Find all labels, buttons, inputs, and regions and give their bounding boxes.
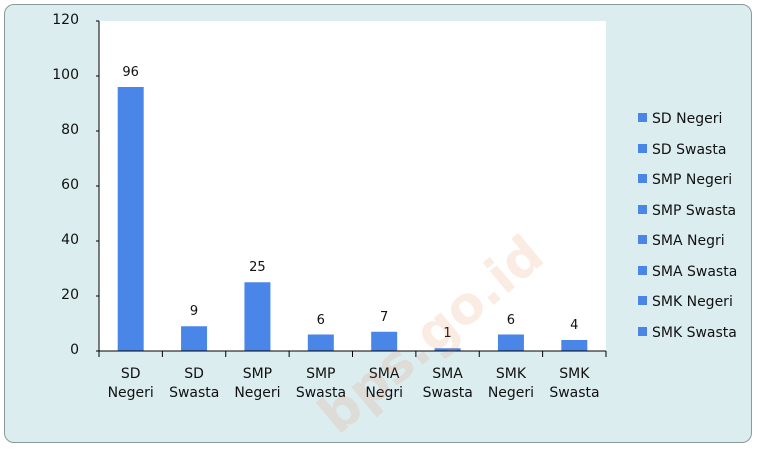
bar [244, 282, 271, 351]
legend-label: SD Negeri [652, 111, 723, 127]
legend-label: SMP Swasta [652, 202, 737, 219]
legend-label: SMP Negeri [652, 172, 733, 188]
legend-swatch [638, 113, 647, 122]
legend-label: SMA Negri [652, 233, 725, 249]
y-tick-label: 0 [70, 342, 79, 358]
bar [497, 334, 524, 351]
y-tick-label: 40 [61, 232, 79, 248]
bar [181, 326, 208, 351]
value-label: 25 [249, 260, 266, 276]
value-label: 6 [506, 312, 516, 328]
legend-swatch [638, 265, 647, 275]
y-tick-label: 100 [52, 67, 79, 83]
legend-entry: SD Swasta [638, 142, 726, 158]
legend-entry: SMK Negeri [638, 294, 733, 310]
legend-swatch [638, 143, 647, 153]
legend-entry: SMA Negri [638, 233, 725, 249]
bar [117, 87, 144, 351]
legend-label: SMK Negeri [652, 294, 733, 310]
legend-label: SMK Swasta [652, 324, 737, 341]
bar [307, 334, 334, 351]
bar [561, 340, 588, 351]
legend-swatch [638, 204, 647, 214]
plot [96, 20, 607, 357]
value-label: 96 [122, 65, 139, 80]
bar [371, 331, 398, 351]
y-tick-label: 80 [61, 122, 79, 138]
legend-entry: SMP Negeri [638, 172, 732, 188]
x-tick-label: SD Swasta [169, 366, 220, 401]
legend-entry: SMP Swasta [638, 203, 736, 219]
legend-swatch [638, 174, 647, 183]
legend-swatch [638, 326, 647, 336]
x-tick-label: SMA Negri [365, 366, 403, 401]
x-tick-label: SMK Negeri [487, 366, 535, 401]
x-tick-label: SMP Swasta [295, 366, 347, 401]
legend-entry: SMA Swasta [638, 264, 737, 280]
chart: 0 20 40 60 80 100 120 96 SD Negeri 9 SD Swasta 25 SM… [4, 4, 752, 443]
legend-label: SD Swasta [652, 141, 727, 158]
legend-entry: SMK Swasta [638, 325, 737, 341]
x-tick-label: SMK Swasta [549, 366, 600, 401]
legend-swatch [638, 235, 647, 244]
y-tick-label: 60 [61, 177, 79, 193]
y-tick-label: 120 [52, 12, 79, 28]
legend-entry: SD Negeri [638, 111, 722, 127]
bar [434, 348, 461, 351]
value-label: 9 [189, 304, 199, 320]
value-label: 4 [570, 318, 579, 333]
x-tick-label: SMA Swasta [422, 366, 473, 401]
plot-area [99, 21, 606, 351]
y-tick-label: 20 [61, 287, 79, 303]
value-label: 7 [380, 309, 389, 325]
legend-label: SMA Swasta [652, 263, 738, 280]
value-label: 6 [316, 312, 325, 328]
value-label: 1 [443, 326, 452, 342]
x-tick-label: SD Negeri [107, 366, 154, 401]
legend-swatch [638, 296, 647, 305]
x-tick-label: SMP Negeri [234, 366, 281, 401]
